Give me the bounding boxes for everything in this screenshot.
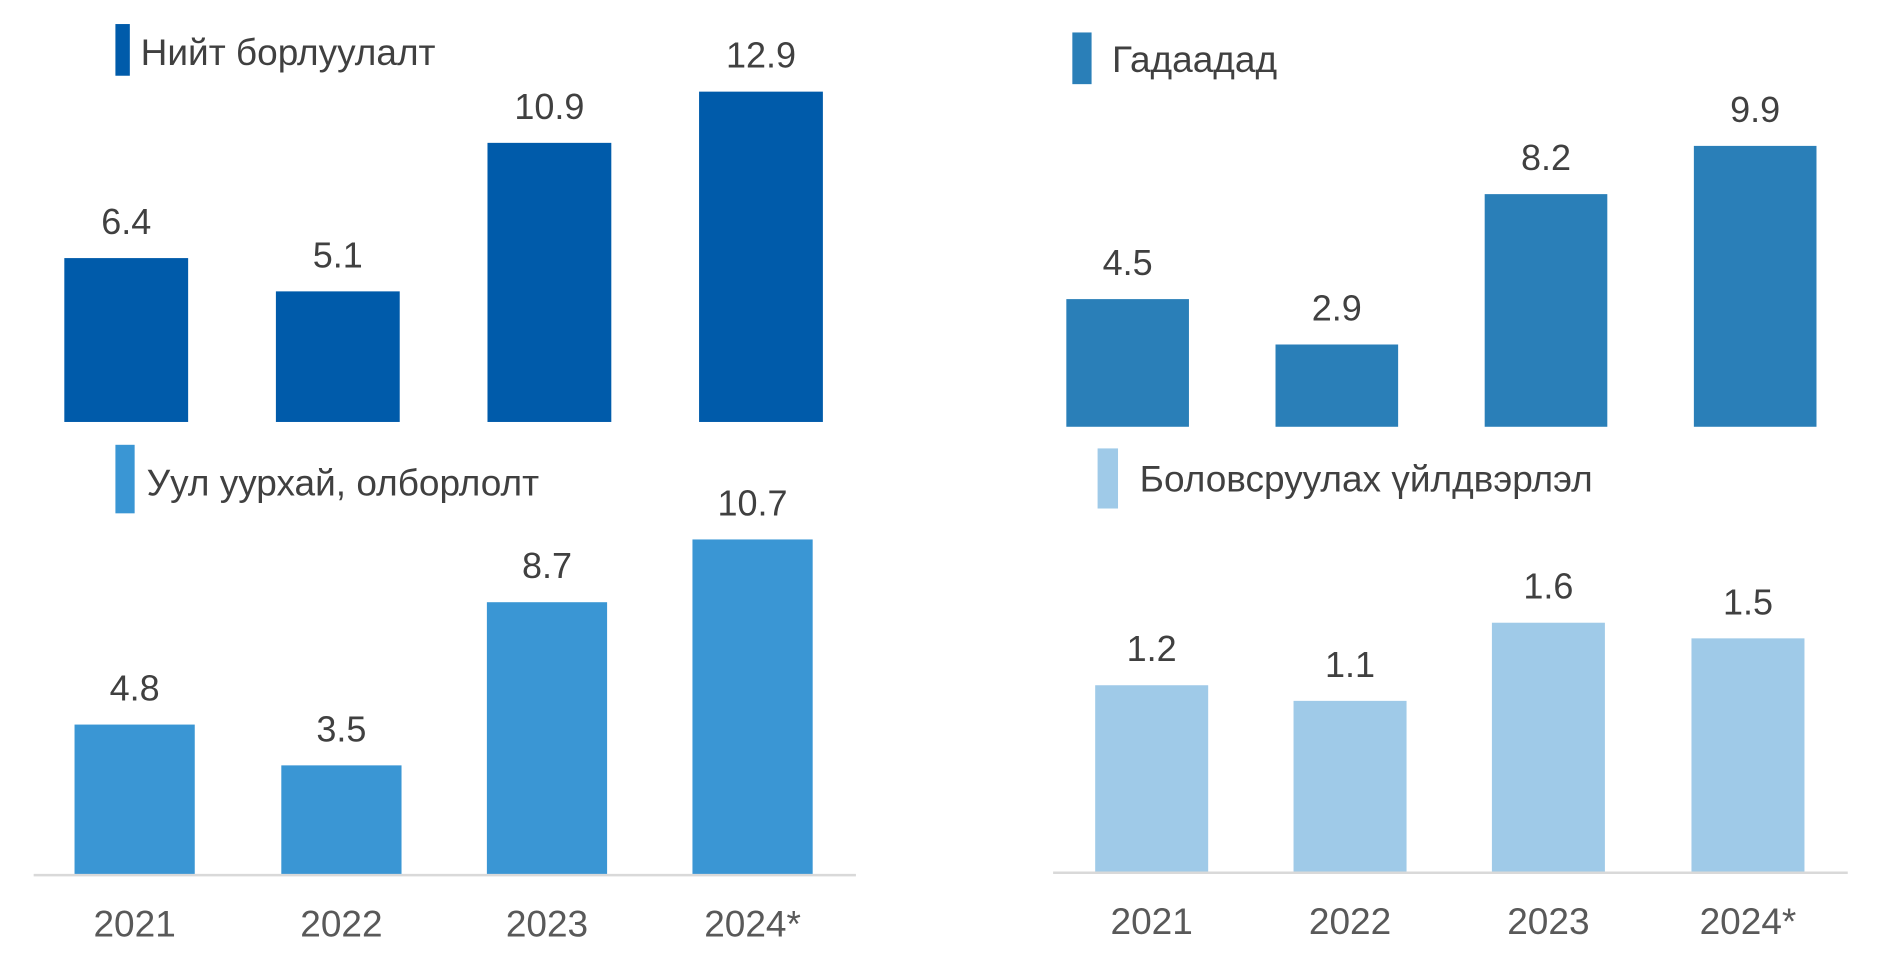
chart4-category-label-2023: 2023 (1507, 901, 1589, 942)
chart2-value-label-2023: 8.2 (1521, 137, 1571, 178)
chart1-title: Нийт борлуулалт (141, 32, 436, 73)
chart1-value-label-2021: 6.4 (101, 201, 151, 242)
chart2-value-label-2022: 2.9 (1312, 287, 1362, 328)
chart1-value-label-2022: 5.1 (313, 234, 363, 275)
chart3-title: Уул уурхай, олборлолт (147, 462, 539, 503)
chart4-category-label-2021: 2021 (1111, 901, 1193, 942)
chart3-bar-2021 (74, 724, 195, 876)
chart3-value-label-2023: 8.7 (522, 545, 572, 586)
chart3-category-label-2023: 2023 (506, 903, 588, 944)
chart4-bar-2024* (1691, 638, 1805, 873)
chart3-value-label-2024*: 10.7 (718, 482, 788, 523)
chart1-bar-2021 (64, 258, 189, 422)
chart2-value-label-2021: 4.5 (1103, 242, 1153, 283)
chart3-category-label-2022: 2022 (300, 903, 382, 944)
chart4-value-label-2023: 1.6 (1523, 566, 1573, 607)
chart4-category-label-2022: 2022 (1309, 901, 1391, 942)
chart4-value-label-2022: 1.1 (1325, 644, 1375, 685)
chart1-legend-marker (115, 24, 130, 76)
chart3-legend-marker (115, 444, 135, 514)
chart4-category-label-2024*: 2024* (1700, 901, 1797, 942)
chart1-value-label-2024*: 12.9 (726, 35, 796, 76)
chart3-category-label-2021: 2021 (93, 903, 175, 944)
chart4-legend-marker (1097, 448, 1119, 509)
chart3-category-label-2024*: 2024* (704, 903, 801, 944)
chart3-value-label-2022: 3.5 (316, 708, 366, 749)
chart3-bar-2022 (281, 765, 402, 876)
chart4-title: Боловсруулах үйлдвэрлэл (1140, 459, 1593, 500)
chart3-bar-2024* (692, 539, 813, 876)
chart4-bar-2022 (1293, 700, 1407, 873)
chart1-bar-2023 (487, 142, 612, 422)
chart2-bar-2021 (1066, 299, 1189, 427)
chart1-bar-2022 (275, 291, 400, 422)
chart2-bar-2022 (1275, 344, 1399, 427)
chart2-bar-2023 (1484, 194, 1608, 427)
chart2-title: Гадаадад (1112, 39, 1277, 80)
chart2-legend-marker (1072, 32, 1092, 85)
chart2-value-label-2024*: 9.9 (1730, 89, 1780, 130)
chart3-bar-2023 (486, 602, 608, 876)
chart4-value-label-2024*: 1.5 (1723, 581, 1773, 622)
chart3-value-label-2021: 4.8 (110, 668, 160, 709)
chart4-value-label-2021: 1.2 (1127, 628, 1177, 669)
chart2-bar-2024* (1693, 145, 1817, 427)
chart4-bar-2021 (1095, 685, 1209, 873)
chart1-value-label-2023: 10.9 (514, 86, 584, 127)
chart1-bar-2024* (699, 91, 823, 422)
chart4-bar-2023 (1491, 622, 1605, 873)
